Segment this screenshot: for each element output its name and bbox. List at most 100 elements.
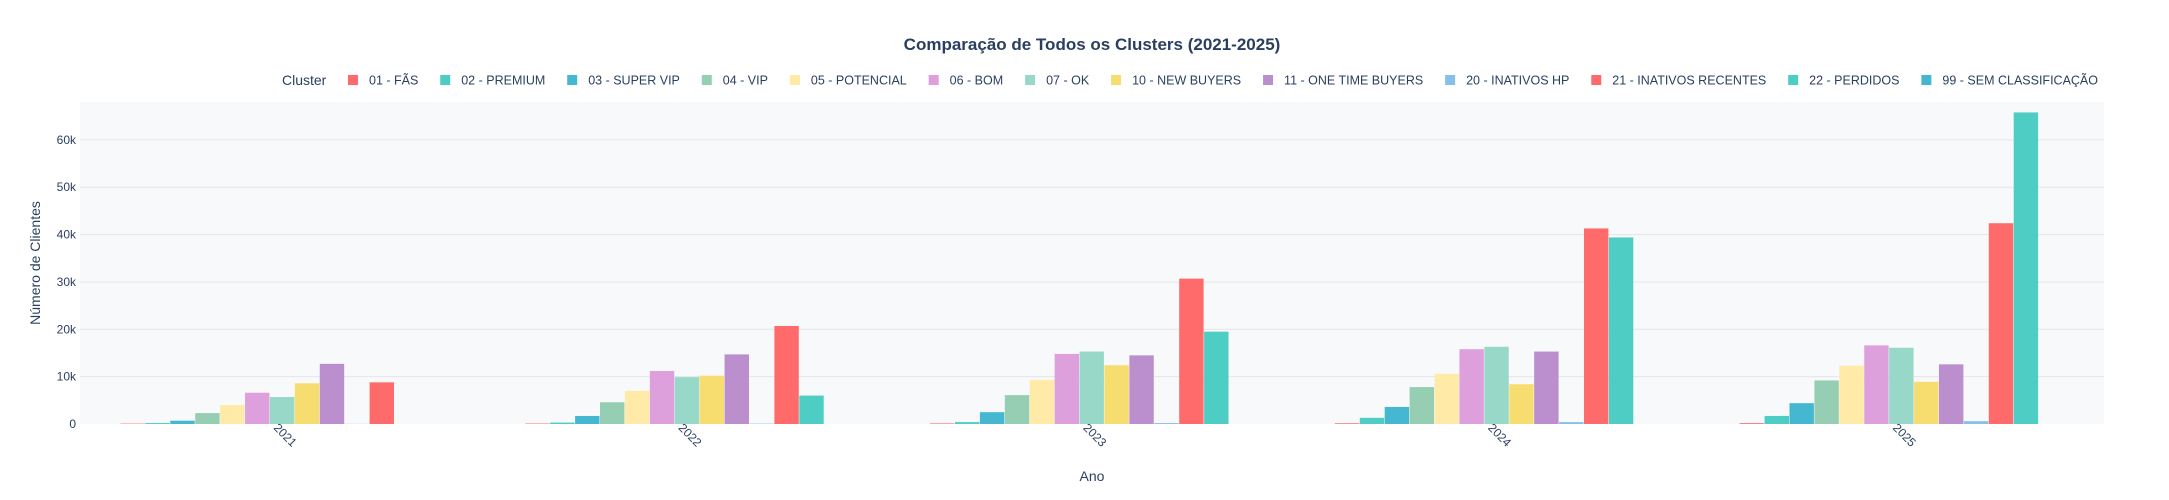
bar[interactable]	[294, 383, 320, 424]
bar[interactable]	[220, 405, 245, 424]
y-tick-label: 20k	[57, 322, 77, 336]
y-tick-label: 50k	[57, 180, 77, 194]
bar[interactable]	[1054, 353, 1080, 424]
legend-label: 22 - PERDIDOS	[1809, 74, 1899, 88]
legend-swatch	[348, 75, 358, 85]
x-tick-label: 2021	[271, 421, 300, 450]
legend-item[interactable]: 02 - PREMIUM	[440, 74, 545, 88]
bar[interactable]	[1814, 380, 1839, 424]
bar[interactable]	[1988, 223, 2014, 424]
bar[interactable]	[724, 354, 749, 424]
bar[interactable]	[1204, 331, 1229, 424]
bar[interactable]	[699, 375, 725, 424]
y-tick-label: 0	[69, 417, 76, 431]
bar[interactable]	[1864, 345, 1889, 424]
y-axis-title: Número de Clientes	[27, 201, 43, 325]
legend-label: 11 - ONE TIME BUYERS	[1284, 74, 1423, 88]
bar[interactable]	[1559, 422, 1584, 424]
legend-item[interactable]: 05 - POTENCIAL	[789, 74, 907, 88]
legend-item[interactable]: 03 - SUPER VIP	[567, 74, 680, 88]
bar[interactable]	[1334, 423, 1360, 424]
bar[interactable]	[1509, 384, 1534, 424]
bar[interactable]	[1764, 415, 1789, 424]
legend-swatch	[567, 75, 578, 85]
bar[interactable]	[1409, 387, 1435, 424]
bar[interactable]	[1004, 395, 1030, 424]
bar[interactable]	[369, 382, 394, 424]
bar[interactable]	[674, 377, 700, 424]
bar[interactable]	[1963, 421, 1989, 424]
legend-item[interactable]: 20 - INATIVOS HP	[1445, 74, 1569, 88]
bar[interactable]	[774, 325, 799, 424]
legend-label: 01 - FÃS	[369, 74, 418, 88]
bar[interactable]	[649, 370, 675, 424]
bar[interactable]	[1384, 406, 1410, 424]
bar[interactable]	[575, 415, 600, 424]
bar[interactable]	[1079, 351, 1104, 424]
y-tick-label: 60k	[57, 133, 77, 147]
bar[interactable]	[1789, 403, 1814, 424]
bar[interactable]	[1129, 355, 1154, 424]
bar[interactable]	[550, 422, 575, 424]
legend-item[interactable]: 07 - OK	[1025, 74, 1090, 88]
legend-item[interactable]: 10 - NEW BUYERS	[1111, 74, 1241, 88]
legend-item[interactable]: 99 - SEM CLASSIFICAÇÃO	[1921, 74, 2098, 88]
legend-label: 03 - SUPER VIP	[588, 74, 680, 88]
legend-swatch	[701, 75, 712, 85]
legend-item[interactable]: 22 - PERDIDOS	[1788, 74, 1899, 88]
legend-label: 20 - INATIVOS HP	[1466, 74, 1569, 88]
bar[interactable]	[1154, 423, 1179, 424]
legend-swatch	[1591, 75, 1602, 85]
y-tick-label: 40k	[57, 228, 77, 242]
legend-label: 07 - OK	[1046, 74, 1090, 88]
gridlines	[80, 139, 2104, 378]
bar[interactable]	[1434, 373, 1459, 424]
legend-swatch	[1921, 75, 1932, 85]
legend-label: 02 - PREMIUM	[461, 74, 545, 88]
bar[interactable]	[1739, 423, 1765, 424]
bar[interactable]	[979, 412, 1005, 424]
bar[interactable]	[1179, 278, 1204, 424]
bar[interactable]	[600, 402, 625, 424]
bar[interactable]	[1104, 365, 1129, 424]
legend-title: Cluster	[282, 72, 327, 88]
bar[interactable]	[245, 392, 270, 424]
legend-item[interactable]: 06 - BOM	[928, 74, 1004, 88]
bar[interactable]	[1938, 364, 1964, 424]
legend: Cluster 01 - FÃS 02 - PREMIUM 03 - SUPER VI…	[282, 72, 2098, 88]
bar[interactable]	[1459, 349, 1484, 424]
y-tick-label: 30k	[57, 275, 77, 289]
bar[interactable]	[1359, 417, 1385, 424]
bar[interactable]	[1484, 346, 1509, 424]
bar[interactable]	[1534, 351, 1559, 424]
bar[interactable]	[170, 420, 195, 424]
bar[interactable]	[145, 423, 170, 424]
legend-item[interactable]: 04 - VIP	[701, 74, 768, 88]
legend-item[interactable]: 01 - FÃS	[348, 74, 418, 88]
legend-swatch	[928, 75, 939, 85]
legend-item[interactable]: 11 - ONE TIME BUYERS	[1263, 74, 1423, 88]
legend-swatch	[1445, 75, 1456, 85]
bar[interactable]	[1608, 237, 1634, 424]
bar[interactable]	[1889, 347, 1914, 424]
bar[interactable]	[1029, 379, 1055, 424]
legend-swatch	[1111, 75, 1122, 85]
legend-swatch	[789, 75, 800, 85]
bar[interactable]	[799, 395, 824, 424]
bar[interactable]	[195, 413, 220, 424]
y-tick-labels: 0 10k 20k 30k 40k 50k 60k	[57, 133, 77, 431]
bar[interactable]	[319, 363, 345, 424]
bar[interactable]	[624, 390, 650, 424]
bar[interactable]	[954, 422, 980, 424]
bar[interactable]	[1839, 365, 1864, 424]
legend-item[interactable]: 21 - INATIVOS RECENTES	[1591, 74, 1766, 88]
chart-title: Comparação de Todos os Clusters (2021-20…	[904, 35, 1281, 54]
legend-label: 10 - NEW BUYERS	[1132, 74, 1241, 88]
bar[interactable]	[930, 423, 955, 424]
bar[interactable]	[269, 397, 295, 424]
bar[interactable]	[1914, 381, 1939, 424]
bar[interactable]	[1583, 228, 1609, 424]
bar[interactable]	[2013, 112, 2039, 425]
